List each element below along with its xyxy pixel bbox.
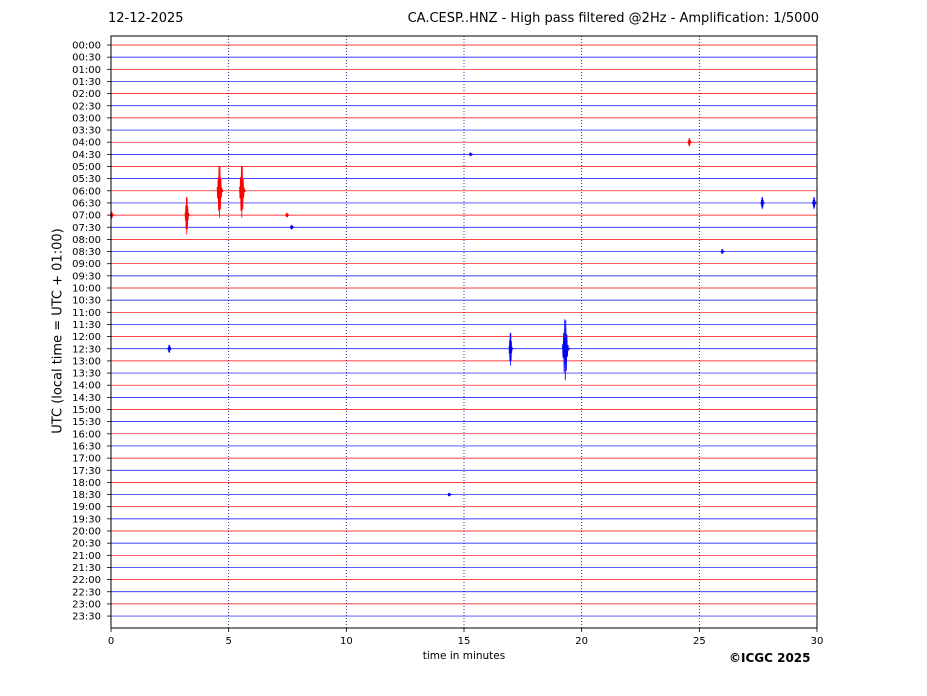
y-tick-label-1900: 19:00 bbox=[72, 502, 101, 513]
y-tick-label-0200: 02:00 bbox=[72, 89, 101, 100]
y-tick-label-0500: 05:00 bbox=[72, 162, 101, 173]
y-tick-label-0030: 00:30 bbox=[72, 53, 101, 64]
event-1230-11 bbox=[167, 344, 172, 354]
event-0830-10 bbox=[720, 249, 726, 255]
event-0430-1 bbox=[468, 152, 474, 157]
y-tick-label-1730: 17:30 bbox=[72, 466, 101, 477]
x-tick-label-30: 30 bbox=[811, 636, 824, 647]
y-tick-label-0100: 01:00 bbox=[72, 65, 101, 76]
event-0700-8 bbox=[285, 212, 290, 218]
y-tick-label-1200: 12:00 bbox=[72, 332, 101, 343]
event-1830-14 bbox=[447, 492, 453, 497]
copyright-credit: ©ICGC 2025 bbox=[729, 651, 811, 665]
y-tick-label-2200: 22:00 bbox=[72, 575, 101, 586]
y-tick-label-2000: 20:00 bbox=[72, 527, 101, 538]
y-tick-label-2330: 23:30 bbox=[72, 612, 101, 623]
y-tick-label-1800: 18:00 bbox=[72, 478, 101, 489]
y-tick-label-0330: 03:30 bbox=[72, 126, 101, 137]
plot-frame bbox=[110, 35, 818, 629]
date-label: 12-12-2025 bbox=[108, 11, 184, 26]
y-tick-label-0730: 07:30 bbox=[72, 223, 101, 234]
event-0630-5 bbox=[812, 197, 817, 210]
event-1230-12 bbox=[508, 332, 514, 366]
y-tick-label-1400: 14:00 bbox=[72, 381, 101, 392]
x-tick-label-10: 10 bbox=[340, 636, 353, 647]
y-tick-label-0930: 09:30 bbox=[72, 271, 101, 282]
y-tick-label-1000: 10:00 bbox=[72, 284, 101, 295]
x-tick-label-15: 15 bbox=[458, 636, 471, 647]
grid-lines bbox=[228, 36, 700, 628]
y-tick-label-0800: 08:00 bbox=[72, 235, 101, 246]
y-tick-label-1130: 11:30 bbox=[72, 320, 101, 331]
y-tick-label-2230: 22:30 bbox=[72, 587, 101, 598]
y-tick-label-0600: 06:00 bbox=[72, 186, 101, 197]
y-tick-label-0000: 00:00 bbox=[72, 41, 101, 52]
x-tick-label-5: 5 bbox=[225, 636, 231, 647]
y-tick-label-1100: 11:00 bbox=[72, 308, 101, 319]
event-1230-13 bbox=[562, 319, 571, 381]
x-tick-label-20: 20 bbox=[575, 636, 588, 647]
y-tick-label-0900: 09:00 bbox=[72, 259, 101, 270]
y-tick-label-1430: 14:30 bbox=[72, 393, 101, 404]
y-tick-label-0830: 08:30 bbox=[72, 247, 101, 258]
y-tick-label-1330: 13:30 bbox=[72, 369, 101, 380]
y-tick-label-0530: 05:30 bbox=[72, 174, 101, 185]
y-tick-label-1630: 16:30 bbox=[72, 441, 101, 452]
event-0730-9 bbox=[289, 224, 295, 230]
y-tick-label-2100: 21:00 bbox=[72, 551, 101, 562]
y-tick-label-0130: 01:30 bbox=[72, 77, 101, 88]
y-tick-label-0430: 04:30 bbox=[72, 150, 101, 161]
event-0630-4 bbox=[760, 197, 766, 210]
y-tick-label-1700: 17:00 bbox=[72, 454, 101, 465]
y-tick-label-1500: 15:00 bbox=[72, 405, 101, 416]
x-tick-label-0: 0 bbox=[108, 636, 114, 647]
event-0400-0 bbox=[687, 138, 692, 147]
y-tick-label-1030: 10:30 bbox=[72, 296, 101, 307]
event-spikes bbox=[109, 138, 817, 497]
y-tick-label-2030: 20:30 bbox=[72, 539, 101, 550]
y-tick-label-0400: 04:00 bbox=[72, 138, 101, 149]
y-tick-label-0230: 02:30 bbox=[72, 101, 101, 112]
chart-title: CA.CESP..HNZ - High pass filtered @2Hz -… bbox=[407, 11, 819, 26]
event-0600-2 bbox=[216, 165, 224, 218]
trace-lines bbox=[111, 44, 817, 617]
x-tick-label-25: 25 bbox=[693, 636, 706, 647]
x-ticks: 0 5 10 15 20 25 30 bbox=[108, 628, 824, 647]
y-tick-label-1600: 16:00 bbox=[72, 429, 101, 440]
y-tick-label-1830: 18:30 bbox=[72, 490, 101, 501]
y-tick-label-1530: 15:30 bbox=[72, 417, 101, 428]
event-0700-6 bbox=[184, 196, 190, 235]
x-axis-label: time in minutes bbox=[422, 650, 506, 662]
event-0600-3 bbox=[239, 165, 247, 218]
y-tick-label-1930: 19:30 bbox=[72, 514, 101, 525]
y-tick-label-1230: 12:30 bbox=[72, 344, 101, 355]
y-tick-label-0700: 07:00 bbox=[72, 211, 101, 222]
y-tick-label-2300: 23:00 bbox=[72, 599, 101, 610]
y-tick-label-0630: 06:30 bbox=[72, 198, 101, 209]
y-tick-label-2130: 21:30 bbox=[72, 563, 101, 574]
y-tick-label-1300: 13:00 bbox=[72, 356, 101, 367]
y-tick-label-0300: 03:00 bbox=[72, 113, 101, 124]
